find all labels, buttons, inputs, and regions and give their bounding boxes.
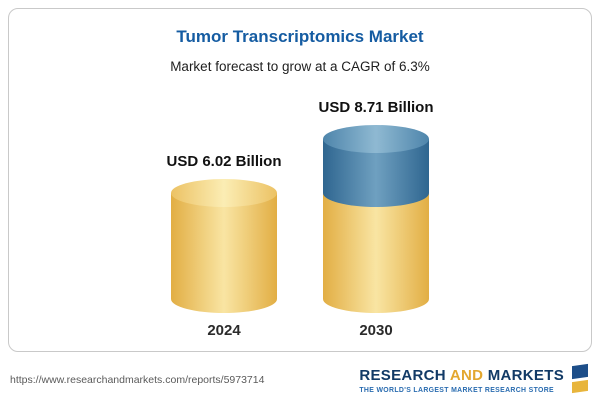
logo-mark-blue-shape xyxy=(572,363,588,380)
cylinder-2030 xyxy=(323,125,429,313)
cylinder-2024 xyxy=(171,179,277,313)
cylinder-top-2024 xyxy=(171,179,277,207)
logo-wordmark: RESEARCH AND MARKETS xyxy=(359,366,564,385)
chart-title: Tumor Transcriptomics Market xyxy=(176,27,424,46)
logo-text: RESEARCH AND MARKETS THE WORLD'S LARGEST… xyxy=(359,366,564,394)
logo-word-research: RESEARCH xyxy=(359,366,446,384)
chart-panel: Tumor Transcriptomics Market Market fore… xyxy=(8,8,592,352)
logo-tagline: THE WORLD'S LARGEST MARKET RESEARCH STOR… xyxy=(359,387,554,394)
logo-mark-icon xyxy=(570,363,590,394)
logo-word-and: AND xyxy=(449,366,484,384)
cylinder-base-segment-2030 xyxy=(323,193,429,313)
research-and-markets-logo[interactable]: RESEARCH AND MARKETS THE WORLD'S LARGEST… xyxy=(359,363,590,394)
cylinder-top-2030 xyxy=(323,125,429,153)
cylinder-chart: USD 6.02 Billion 2024 USD 8.71 Billion 2… xyxy=(9,99,591,339)
year-label-2030: 2030 xyxy=(359,322,393,339)
bar-column-2024: USD 6.02 Billion 2024 xyxy=(166,153,281,339)
report-url[interactable]: https://www.researchandmarkets.com/repor… xyxy=(10,374,265,386)
footer: https://www.researchandmarkets.com/repor… xyxy=(10,363,590,394)
logo-mark-gold-shape xyxy=(572,379,588,394)
value-label-2024: USD 6.02 Billion xyxy=(166,153,282,170)
value-label-2030: USD 8.71 Billion xyxy=(318,99,434,116)
logo-word-markets: MARKETS xyxy=(487,366,564,384)
year-label-2024: 2024 xyxy=(207,322,241,339)
cylinder-body-2024 xyxy=(171,193,277,313)
bar-column-2030: USD 8.71 Billion 2030 xyxy=(318,99,433,339)
chart-subtitle: Market forecast to grow at a CAGR of 6.3… xyxy=(170,59,430,74)
